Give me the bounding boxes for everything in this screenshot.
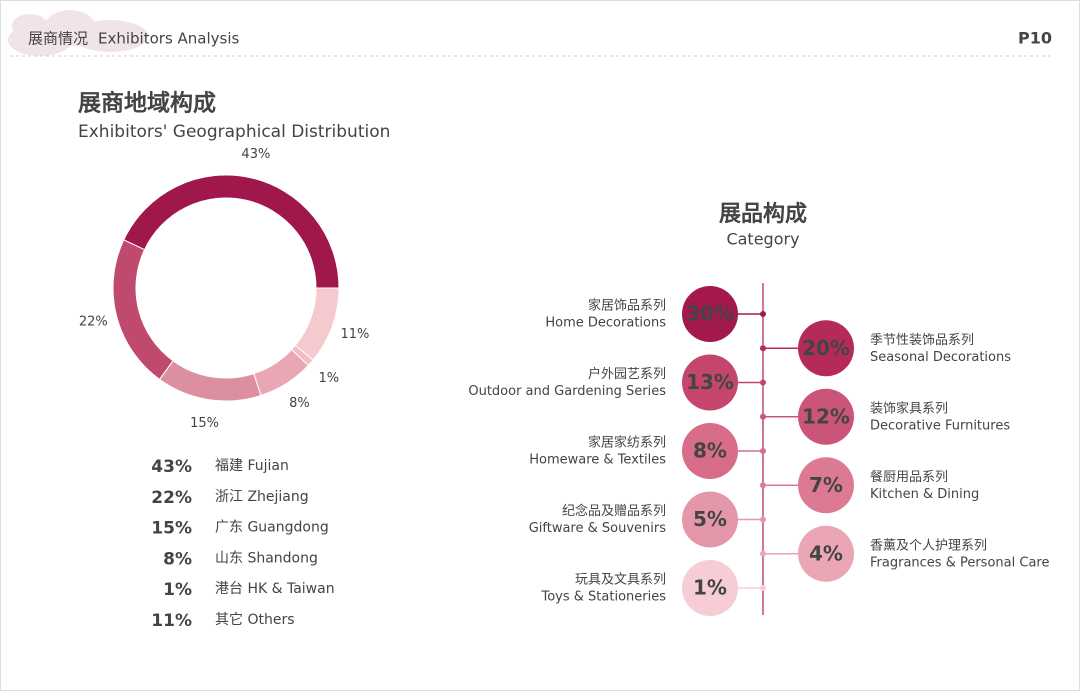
bubble-label: 7% <box>809 473 843 497</box>
category-label-en: Decorative Furnitures <box>870 418 1010 433</box>
bubble-label: 30% <box>686 302 734 326</box>
category-label-en: Kitchen & Dining <box>870 487 979 502</box>
cloud <box>8 10 148 56</box>
pie-subtitle: Exhibitors' Geographical Distribution <box>78 122 390 142</box>
segment-label: 22% <box>79 315 108 330</box>
header-title-en: Exhibitors Analysis <box>98 30 240 48</box>
bubble-label: 20% <box>802 336 850 360</box>
legend-value: 1% <box>163 580 192 600</box>
legend-value: 43% <box>151 457 192 477</box>
legend-label: 其它 Others <box>215 611 295 628</box>
segment-label: 43% <box>241 147 270 162</box>
bubble-label: 12% <box>802 404 850 428</box>
connector-dot <box>760 585 766 591</box>
dot-title: 展品构成 <box>719 201 807 227</box>
page-number: P10 <box>1018 29 1052 48</box>
bubble-label: 5% <box>693 507 727 531</box>
legend-value: 8% <box>163 549 192 569</box>
connector-dot <box>760 516 766 523</box>
legend-value: 22% <box>151 488 192 508</box>
connector-dot <box>760 550 766 557</box>
bubble-label: 8% <box>693 439 727 463</box>
category-bubble <box>682 423 738 479</box>
category-label-en: Homeware & Textiles <box>529 453 666 468</box>
segment-label: 8% <box>289 396 310 411</box>
legend-label: 浙江 Zhejiang <box>215 489 309 505</box>
category-bubble <box>682 491 738 548</box>
connector-dot <box>760 448 766 454</box>
connector-dot <box>760 379 766 386</box>
bubble-label: 4% <box>809 541 843 565</box>
donut-segment <box>294 287 340 361</box>
category-bubble <box>682 286 738 342</box>
header-title-cn: 展商情况 <box>28 30 88 48</box>
legend-label: 福建 Fujian <box>215 458 289 474</box>
pie-title: 展商地域构成 <box>78 90 216 117</box>
category-label-en: Seasonal Decorations <box>870 350 1011 365</box>
category-label-en: Toys & Stationeries <box>541 590 667 605</box>
category-label-cn: 季节性装饰品系列 <box>870 333 974 348</box>
legend-label: 广东 Guangdong <box>215 520 329 536</box>
legend-label: 港台 HK & Taiwan <box>215 581 335 597</box>
category-bubble <box>798 388 854 445</box>
connector-dot <box>760 345 766 352</box>
category-label-en: Home Decorations <box>545 316 666 331</box>
category-label-cn: 餐厨用品系列 <box>870 469 948 485</box>
connector-dot <box>760 311 766 317</box>
segment-label: 1% <box>318 371 339 386</box>
legend-value: 11% <box>151 611 192 631</box>
dot-subtitle: Category <box>726 230 799 249</box>
bubble-label: 13% <box>686 370 734 394</box>
connector-dot <box>760 482 766 489</box>
category-label-cn: 家居饰品系列 <box>588 298 666 314</box>
category-label-cn: 家居家纺系列 <box>588 435 666 451</box>
category-label-en: Outdoor and Gardening Series <box>468 384 666 399</box>
category-label-cn: 户外园艺系列 <box>588 366 666 382</box>
category-label-cn: 装饰家具系列 <box>870 400 948 416</box>
bubble-label: 1% <box>693 576 727 600</box>
legend-label: 山东 Shandong <box>215 550 318 566</box>
category-bubble <box>682 560 738 616</box>
connector-dot <box>760 413 766 420</box>
category-label-en: Fragrances & Personal Care <box>870 555 1049 570</box>
category-bubble <box>798 320 854 377</box>
category-label-cn: 玩具及文具系列 <box>575 573 666 588</box>
category-bubble <box>798 457 854 514</box>
category-label-cn: 香薰及个人护理系列 <box>870 538 987 553</box>
legend-value: 15% <box>151 519 192 539</box>
category-label-en: Giftware & Souvenirs <box>529 521 667 536</box>
segment-label: 11% <box>340 327 369 342</box>
category-bubble <box>798 525 854 582</box>
category-bubble <box>682 354 738 411</box>
category-label-cn: 纪念品及赠品系列 <box>562 503 666 519</box>
segment-label: 15% <box>190 416 219 431</box>
